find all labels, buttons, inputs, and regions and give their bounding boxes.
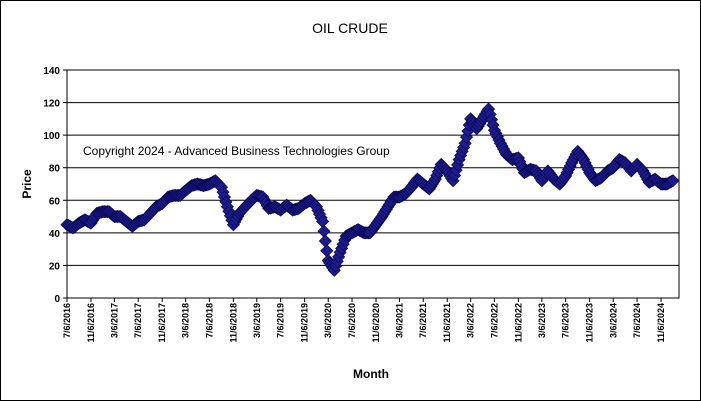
x-tick-label: 11/6/2017 [157,303,167,343]
x-tick-label: 7/6/2023 [561,303,571,338]
data-point [666,174,680,188]
x-tick-label: 3/6/2020 [323,303,333,338]
x-tick-label: 11/6/2020 [371,303,381,343]
x-tick-label: 7/6/2017 [133,303,143,338]
x-tick-label: 7/6/2019 [276,303,286,338]
data-point [320,244,334,258]
x-tick-label: 11/6/2016 [86,303,96,343]
y-tick-label: 0 [54,294,60,305]
x-axis: 7/6/2016 11/6/2016 3/6/2017 7/6/2017 11/6/20… [62,298,666,343]
x-tick-label: 7/6/2018 [204,303,214,338]
x-tick-label: 11/6/2018 [228,303,238,343]
x-tick-label: 3/6/2022 [466,303,476,338]
y-tick-label: 120 [43,99,60,110]
gridlines [67,102,679,266]
y-axis: 0 20 40 60 80 100 120 140 [43,66,67,305]
y-tick-label: 40 [49,229,61,240]
data-series [60,102,680,277]
x-tick-label: 7/6/2021 [418,303,428,338]
y-tick-label: 80 [49,164,61,175]
x-tick-label: 3/6/2018 [181,303,191,338]
x-tick-label: 3/6/2017 [109,303,119,338]
data-point [318,234,332,248]
x-tick-label: 7/6/2016 [62,303,72,338]
x-tick-label: 3/6/2023 [537,303,547,338]
y-axis-title: Price [20,169,34,199]
plot-area [66,69,680,299]
x-tick-label: 3/6/2024 [608,303,618,338]
chart-title: OIL CRUDE [312,20,388,36]
x-tick-label: 7/6/2022 [489,303,499,338]
y-tick-label: 100 [43,131,60,142]
x-tick-label: 3/6/2019 [252,303,262,338]
x-axis-title: Month [353,367,389,381]
y-tick-label: 60 [49,196,61,207]
x-tick-label: 11/6/2021 [442,303,452,343]
x-tick-label: 7/6/2020 [347,303,357,338]
y-tick-label: 20 [49,261,61,272]
x-tick-label: 3/6/2021 [394,303,404,338]
x-tick-label: 11/6/2024 [656,303,666,343]
data-point [317,224,331,238]
copyright-annotation: Copyright 2024 - Advanced Business Techn… [83,144,390,158]
y-tick-label: 140 [43,66,60,77]
x-tick-label: 11/6/2022 [513,303,523,343]
x-tick-label: 11/6/2019 [300,303,310,343]
x-tick-label: 7/6/2024 [632,303,642,338]
x-tick-label: 11/6/2023 [585,303,595,343]
